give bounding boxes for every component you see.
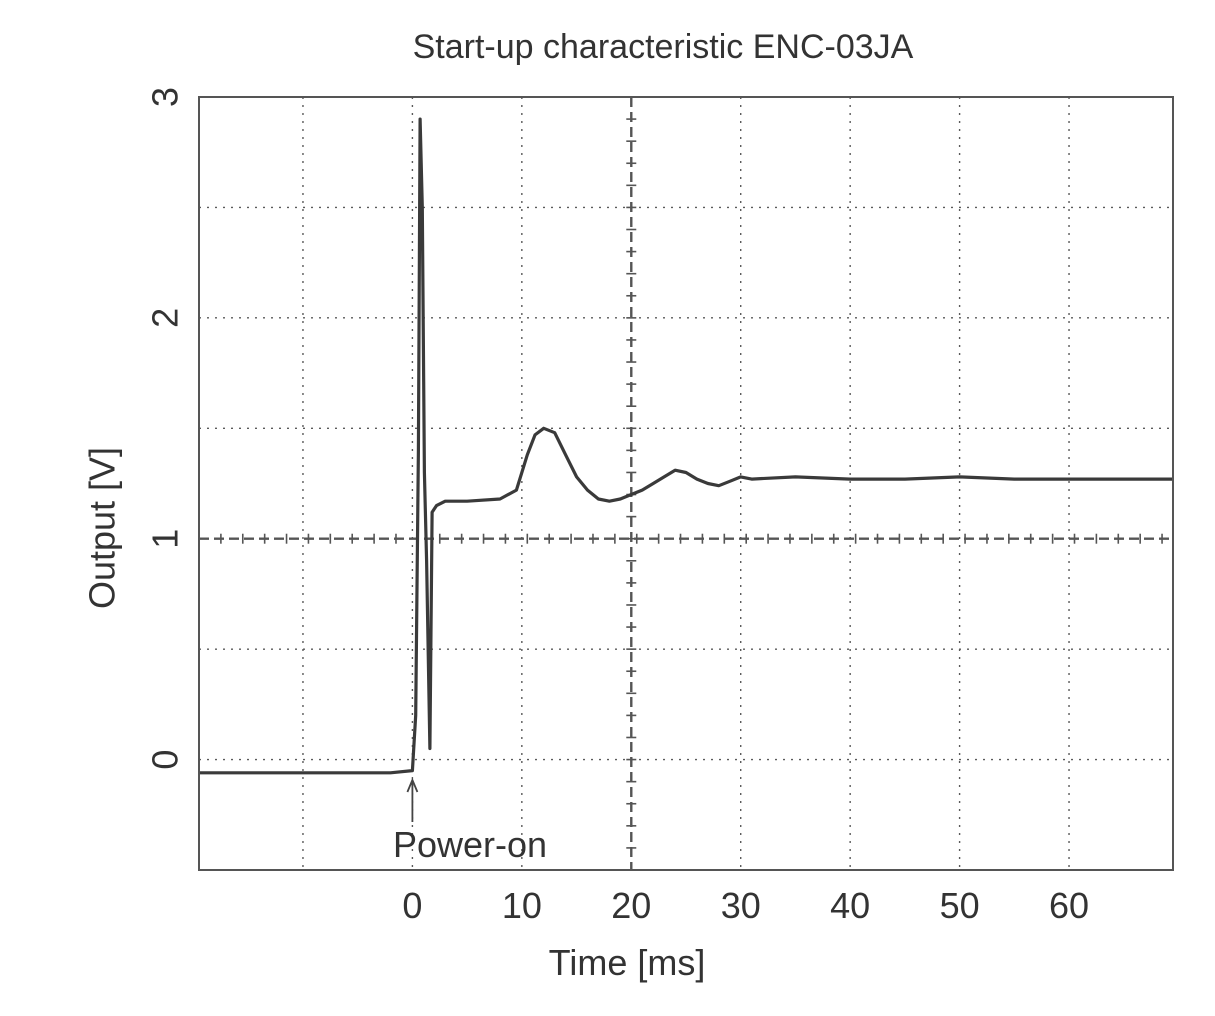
x-tick-label: 40 (830, 885, 870, 926)
x-tick-label: 30 (721, 885, 761, 926)
y-tick-label: 2 (145, 308, 186, 328)
trace-layer (199, 117, 1173, 775)
power-on-arrowhead (406, 777, 419, 793)
plot-frame (198, 96, 1174, 871)
y-tick-label: 1 (145, 529, 186, 549)
y-tick-label: 3 (145, 87, 186, 107)
x-tick-label: 60 (1049, 885, 1089, 926)
x-tick-label: 0 (402, 885, 422, 926)
x-tick-label: 10 (502, 885, 542, 926)
y-axis-label: Output [V] (82, 447, 123, 609)
power-on-annotation: Power-on (393, 824, 547, 865)
x-tick-label: 20 (611, 885, 651, 926)
x-tick-label: 50 (940, 885, 980, 926)
grid-layer (198, 97, 1173, 871)
series-line (199, 117, 1173, 775)
x-axis-label: Time [ms] (549, 942, 706, 983)
y-tick-label: 0 (145, 750, 186, 770)
chart-title: Start-up characteristic ENC-03JA (413, 28, 914, 66)
